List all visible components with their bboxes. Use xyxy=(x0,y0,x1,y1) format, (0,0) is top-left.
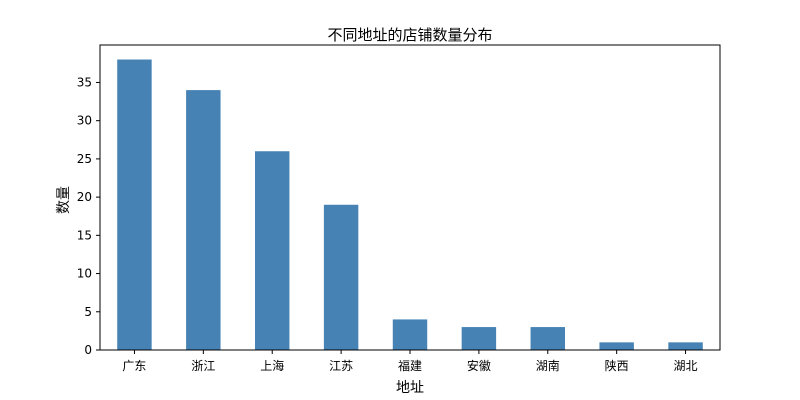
x-tick-label: 陕西 xyxy=(605,358,629,373)
bar-江苏 xyxy=(323,204,359,350)
plot-frame xyxy=(99,44,721,351)
x-axis-ticks: 广东 浙江 上海 江苏 福建 安徽 湖南 陕西 湖北 xyxy=(122,350,698,373)
y-axis-ticks: 0 5 10 15 20 25 30 35 xyxy=(77,75,100,357)
x-tick-label: 广东 xyxy=(122,359,146,373)
y-tick-label: 5 xyxy=(84,305,92,319)
bar-上海 xyxy=(255,151,290,350)
bar-福建 xyxy=(392,319,428,350)
bar-湖北 xyxy=(668,342,703,350)
chart-title: 不同地址的店铺数量分布 xyxy=(327,26,492,44)
y-tick-label: 0 xyxy=(84,343,92,357)
y-axis-label: 数量 xyxy=(56,186,72,214)
x-tick-label: 安徽 xyxy=(467,358,491,373)
bar-陕西 xyxy=(599,342,634,350)
x-tick-label: 湖北 xyxy=(674,358,698,373)
y-tick-label: 35 xyxy=(77,75,92,89)
x-tick-label: 浙江 xyxy=(191,359,215,373)
y-tick-label: 10 xyxy=(77,267,92,281)
y-tick-label: 25 xyxy=(77,152,92,166)
bar-湖南 xyxy=(530,327,565,350)
bars-group xyxy=(117,59,703,351)
x-tick-label: 湖南 xyxy=(536,358,560,373)
bar-广东 xyxy=(117,59,152,351)
y-tick-label: 30 xyxy=(77,114,92,128)
x-tick-label: 上海 xyxy=(260,358,284,373)
bar-安徽 xyxy=(461,327,497,350)
y-tick-label: 15 xyxy=(77,228,92,242)
y-tick-label: 20 xyxy=(77,190,92,204)
x-tick-label: 江苏 xyxy=(329,359,353,373)
bar-浙江 xyxy=(186,90,221,350)
x-axis-label: 地址 xyxy=(396,380,424,396)
x-tick-label: 福建 xyxy=(398,358,422,373)
